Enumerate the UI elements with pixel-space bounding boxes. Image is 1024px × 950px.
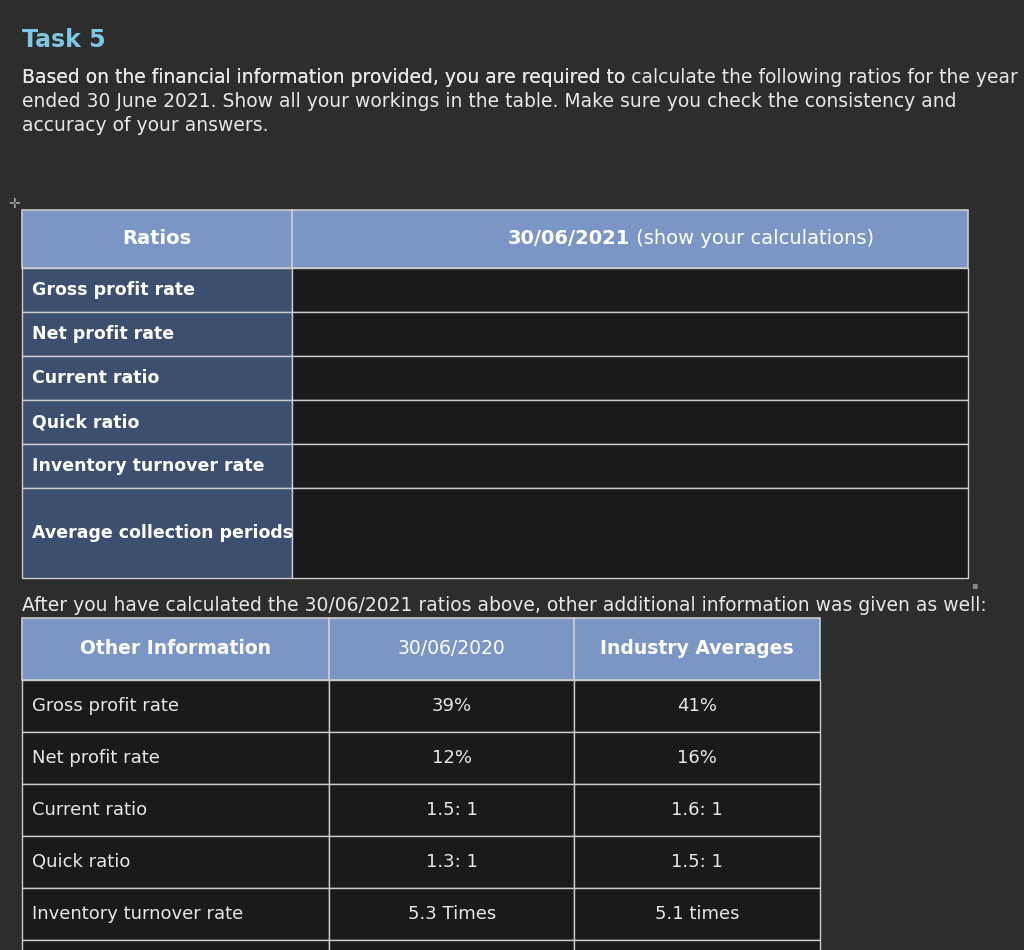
Text: 5.3 Times: 5.3 Times	[408, 905, 496, 923]
Text: Average collection periods: Average collection periods	[32, 524, 293, 542]
Bar	[292, 488, 968, 578]
Text: Based on the financial information provided, you are required to: Based on the financial information provi…	[22, 68, 631, 87]
Bar	[292, 444, 968, 488]
Text: 30/06/2021: 30/06/2021	[508, 230, 630, 249]
Bar	[292, 268, 968, 312]
Bar	[292, 400, 968, 444]
Text: 5.1 times: 5.1 times	[655, 905, 739, 923]
Bar	[574, 888, 820, 940]
Text: Inventory turnover rate: Inventory turnover rate	[32, 905, 244, 923]
Text: 12%: 12%	[432, 749, 472, 767]
Text: ✛: ✛	[8, 197, 19, 211]
Bar	[22, 400, 292, 444]
Text: Task 5: Task 5	[22, 28, 105, 52]
Text: accuracy of your answers.: accuracy of your answers.	[22, 116, 268, 135]
Bar	[574, 940, 820, 950]
Text: Inventory turnover rate: Inventory turnover rate	[32, 457, 264, 475]
Text: Based on the financial information provided, you are required to calculate the f: Based on the financial information provi…	[22, 68, 1018, 87]
Text: Net profit rate: Net profit rate	[32, 325, 174, 343]
Bar	[22, 312, 292, 356]
Text: Current ratio: Current ratio	[32, 801, 147, 819]
Bar	[574, 732, 820, 784]
Bar	[22, 784, 330, 836]
Bar	[574, 680, 820, 732]
Bar	[22, 268, 292, 312]
Text: 41%: 41%	[677, 697, 717, 715]
Text: (show your calculations): (show your calculations)	[630, 230, 873, 249]
Text: ended 30 June 2021. Show all your workings in the table. Make sure you check the: ended 30 June 2021. Show all your workin…	[22, 92, 956, 111]
Bar	[292, 210, 968, 268]
Bar	[574, 836, 820, 888]
Text: 39%: 39%	[432, 697, 472, 715]
Text: Ratios: Ratios	[122, 230, 191, 249]
Bar	[22, 940, 330, 950]
Bar	[330, 940, 574, 950]
Bar	[292, 356, 968, 400]
Bar	[22, 210, 292, 268]
Bar	[22, 888, 330, 940]
Text: Industry Averages: Industry Averages	[600, 639, 794, 658]
Bar	[330, 732, 574, 784]
Text: 30/06/2020: 30/06/2020	[398, 639, 506, 658]
Bar	[22, 732, 330, 784]
Text: 1.6: 1: 1.6: 1	[672, 801, 723, 819]
Bar	[22, 488, 292, 578]
Bar	[22, 356, 292, 400]
Text: 1.5: 1: 1.5: 1	[426, 801, 477, 819]
Text: After you have calculated the 30/06/2021 ratios above, other additional informat: After you have calculated the 30/06/2021…	[22, 596, 987, 615]
Text: 1.5: 1: 1.5: 1	[671, 853, 723, 871]
Text: 1.3: 1: 1.3: 1	[426, 853, 477, 871]
Bar	[330, 836, 574, 888]
Bar	[574, 618, 820, 680]
Bar	[22, 444, 292, 488]
Bar	[22, 680, 330, 732]
Text: Quick ratio: Quick ratio	[32, 853, 130, 871]
Bar	[330, 784, 574, 836]
Bar	[330, 618, 574, 680]
Text: ▪: ▪	[971, 580, 978, 590]
Text: 16%: 16%	[677, 749, 717, 767]
Bar	[292, 312, 968, 356]
Text: Other Information: Other Information	[80, 639, 271, 658]
Text: Net profit rate: Net profit rate	[32, 749, 160, 767]
Bar	[330, 888, 574, 940]
Bar	[22, 836, 330, 888]
Bar	[330, 680, 574, 732]
Bar	[22, 618, 330, 680]
Text: Gross profit rate: Gross profit rate	[32, 281, 195, 299]
Text: Gross profit rate: Gross profit rate	[32, 697, 179, 715]
Text: Current ratio: Current ratio	[32, 369, 160, 387]
Bar	[574, 784, 820, 836]
Text: Quick ratio: Quick ratio	[32, 413, 139, 431]
